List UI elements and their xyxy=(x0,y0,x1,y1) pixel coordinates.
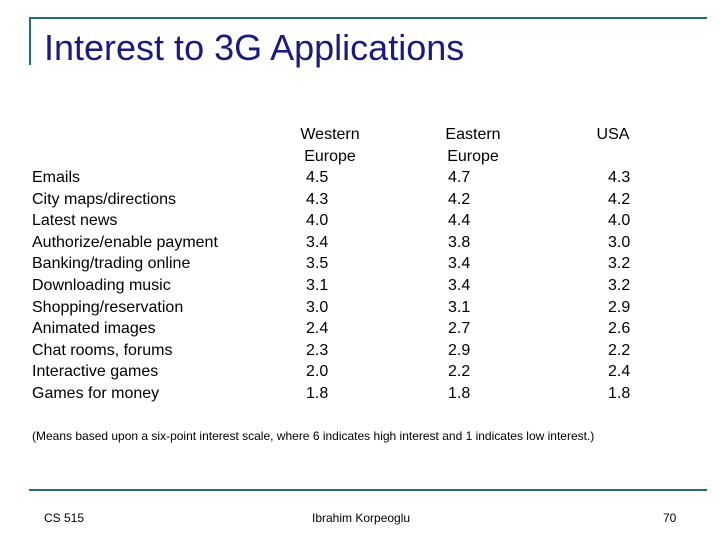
value-usa: 3.2 xyxy=(608,277,631,294)
value-eastern-europe: 3.1 xyxy=(448,298,471,316)
value-western-europe: 3.0 xyxy=(306,298,329,316)
slide-title: Interest to 3G Applications xyxy=(44,27,465,68)
value-usa: 2.2 xyxy=(608,341,631,359)
frame-left-rule xyxy=(29,17,31,65)
column-header-western-europe-line1: Western xyxy=(300,126,360,143)
row-label: Interactive games xyxy=(32,363,159,381)
footer-page-number: 70 xyxy=(663,511,677,525)
row-label: Shopping/reservation xyxy=(32,298,184,316)
value-western-europe: 2.0 xyxy=(306,363,329,381)
column-header-western-europe-line2: Europe xyxy=(304,148,356,165)
column-header-eastern-europe-line2: Europe xyxy=(447,148,499,165)
column-header-eastern-europe-line1: Eastern xyxy=(445,126,501,143)
footer-author: Ibrahim Korpeoglu xyxy=(312,511,411,525)
value-usa: 4.3 xyxy=(608,169,631,186)
footer-course: CS 515 xyxy=(44,511,85,525)
value-eastern-europe: 4.2 xyxy=(448,190,471,208)
value-eastern-europe: 4.4 xyxy=(448,212,471,230)
value-usa: 2.9 xyxy=(608,298,631,316)
value-western-europe: 4.3 xyxy=(306,190,329,208)
value-usa: 2.4 xyxy=(608,363,631,381)
value-usa: 4.0 xyxy=(608,212,631,230)
value-usa: 3.0 xyxy=(608,233,631,251)
value-western-europe: 3.4 xyxy=(306,233,329,251)
interest-table: Western Europe Eastern Europe USA Emails… xyxy=(32,126,631,402)
value-usa: 2.6 xyxy=(608,320,631,338)
value-usa: 3.2 xyxy=(608,255,631,273)
value-usa: 4.2 xyxy=(608,190,631,208)
value-western-europe: 3.1 xyxy=(306,277,329,294)
row-label: Authorize/enable payment xyxy=(32,233,218,251)
row-label: Animated images xyxy=(32,320,156,338)
row-label: Chat rooms, forums xyxy=(32,341,173,359)
footnote: (Means based upon a six-point interest s… xyxy=(32,429,595,443)
frame-top-rule xyxy=(29,17,707,19)
value-eastern-europe: 2.9 xyxy=(448,341,471,359)
row-label: Games for money xyxy=(32,385,160,402)
value-eastern-europe: 3.8 xyxy=(448,233,471,251)
row-label: City maps/directions xyxy=(32,190,177,208)
value-eastern-europe: 1.8 xyxy=(448,385,471,402)
value-eastern-europe: 2.2 xyxy=(448,363,471,381)
value-eastern-europe: 3.4 xyxy=(448,255,471,273)
column-header-usa: USA xyxy=(596,126,630,143)
row-label: Emails xyxy=(32,169,81,186)
value-eastern-europe: 3.4 xyxy=(448,277,471,294)
row-label: Banking/trading online xyxy=(32,255,191,273)
value-western-europe: 3.5 xyxy=(306,255,329,273)
footer-rule xyxy=(29,489,707,491)
value-western-europe: 4.0 xyxy=(306,212,329,230)
value-eastern-europe: 4.7 xyxy=(448,169,471,186)
value-eastern-europe: 2.7 xyxy=(448,320,471,338)
value-western-europe: 1.8 xyxy=(306,385,329,402)
value-western-europe: 2.4 xyxy=(306,320,329,338)
row-label: Latest news xyxy=(32,212,118,230)
row-label: Downloading music xyxy=(32,277,171,294)
value-western-europe: 2.3 xyxy=(306,341,329,359)
value-western-europe: 4.5 xyxy=(306,169,329,186)
value-usa: 1.8 xyxy=(608,385,631,402)
